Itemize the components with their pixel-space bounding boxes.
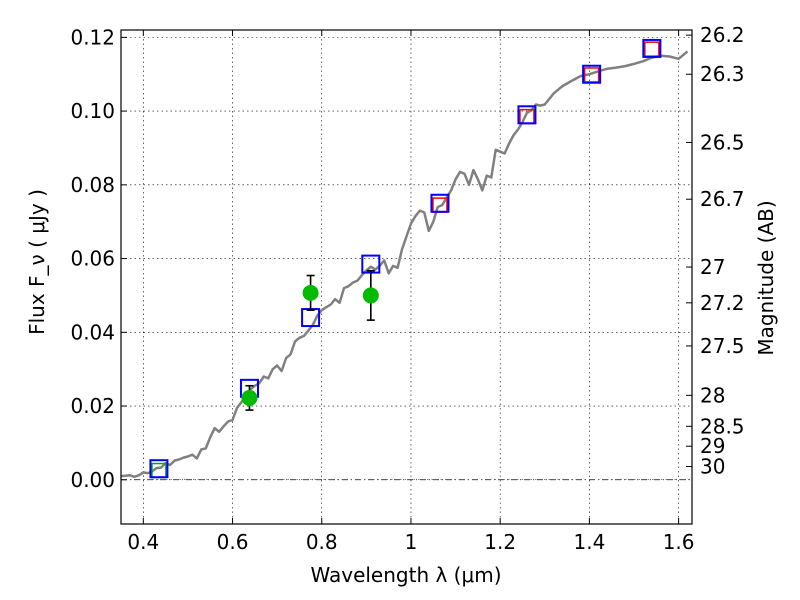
data-series (120, 38, 689, 479)
observed-point (302, 284, 319, 301)
right-tick-label: 26.5 (700, 130, 745, 154)
y-tick-label: 0.04 (70, 320, 115, 344)
y-tick-label: 0.00 (70, 468, 115, 492)
right-tick-label: 27.5 (700, 334, 745, 358)
y-tick-label: 0.02 (70, 394, 115, 418)
right-tick-label: 27.2 (700, 291, 745, 315)
right-tick-label: 30 (700, 454, 725, 478)
y-tick-label: 0.08 (70, 173, 115, 197)
axis-ticks: 0.4 0.6 0.8 1 1.2 1.4 1.6 0.00 0.02 0.04 0.06 0.08 0… (70, 23, 744, 554)
observed-point (362, 287, 379, 304)
y-tick-label: 0.12 (70, 25, 115, 49)
x-tick-label: 0.8 (306, 530, 338, 554)
x-tick-label: 1.4 (573, 530, 605, 554)
right-tick-label: 26.7 (700, 187, 745, 211)
x-tick-label: 1.6 (663, 530, 695, 554)
right-tick-label: 28.5 (700, 414, 745, 438)
model-photometry-square (430, 193, 450, 213)
sed-model-line (120, 50, 689, 479)
observed-point (241, 389, 258, 406)
right-tick-label: 27 (700, 255, 725, 279)
plot-frame (120, 29, 693, 525)
x-tick-label: 0.6 (217, 530, 249, 554)
model-photometry-square (149, 459, 169, 479)
x-tick-label: 1 (405, 530, 418, 554)
right-tick-label: 29 (700, 434, 725, 458)
model-photometry-square (517, 105, 537, 125)
model-photometry-square (582, 64, 602, 84)
y-axis-label-left: Flux F_ν ( μJy ) (25, 189, 49, 335)
y-axis-label-right: Magnitude (AB) (754, 200, 778, 355)
right-tick-label: 28 (700, 383, 725, 407)
x-tick-label: 1.2 (484, 530, 516, 554)
x-tick-label: 0.4 (127, 530, 159, 554)
y-tick-label: 0.10 (70, 99, 115, 123)
observed-small-square (644, 41, 660, 57)
right-tick-label: 26.2 (700, 23, 745, 47)
model-photometry-square (642, 38, 662, 58)
x-axis-label: Wavelength λ (μm) (310, 563, 501, 587)
y-tick-label: 0.06 (70, 247, 115, 271)
grid (121, 30, 692, 524)
right-tick-label: 26.3 (700, 62, 745, 86)
